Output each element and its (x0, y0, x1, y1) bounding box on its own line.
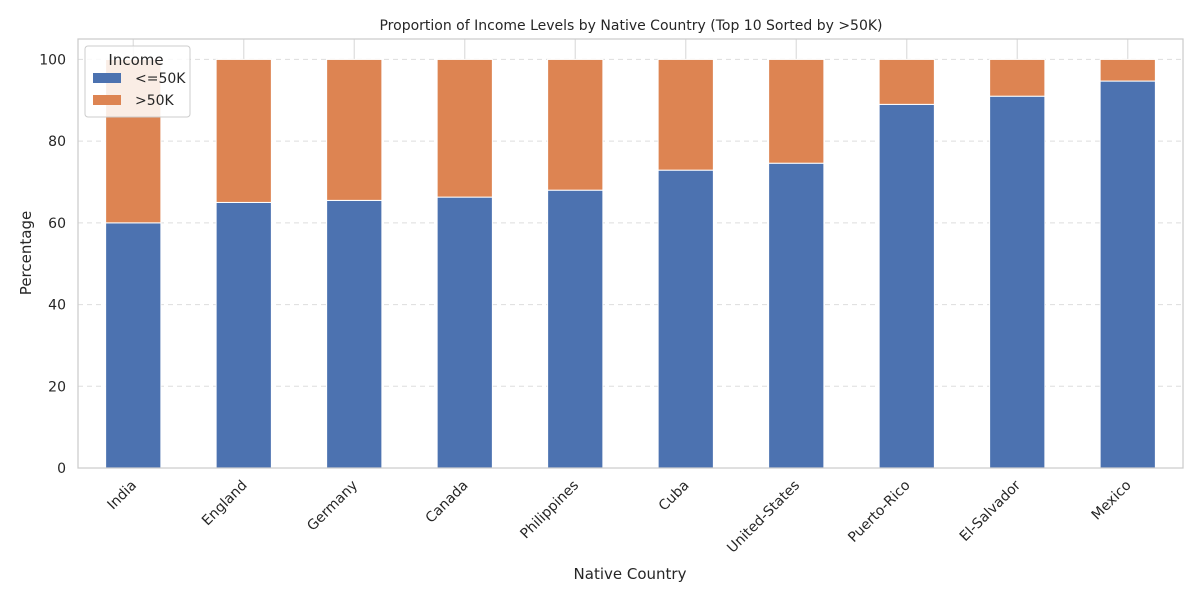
y-tick-label: 60 (48, 216, 66, 232)
bar-segment-le50k (547, 189, 604, 469)
legend-label: <=50K (135, 71, 186, 87)
bar-segment-gt50k (878, 58, 935, 105)
bar-segment-le50k (657, 169, 714, 469)
bar-segment-gt50k (547, 58, 604, 191)
bar-segment-gt50k (768, 58, 825, 164)
y-tick-label: 20 (48, 379, 66, 395)
bar-segment-le50k (105, 222, 162, 469)
y-axis-label: Percentage (17, 211, 35, 295)
bar-segment-le50k (1099, 80, 1156, 469)
plot-frame (77, 38, 1184, 469)
legend: Income <=50K >50K (84, 45, 191, 118)
bar-segment-le50k (768, 162, 825, 469)
legend-label: >50K (135, 93, 175, 109)
y-tick-label: 100 (39, 52, 66, 68)
legend-title: Income (108, 51, 163, 69)
y-tick-label: 40 (48, 298, 66, 314)
bar-segment-gt50k (1099, 58, 1156, 82)
bar-segment-le50k (989, 95, 1046, 469)
bar-segment-le50k (326, 199, 383, 469)
bar-segment-gt50k (989, 58, 1046, 97)
bar-segment-gt50k (326, 58, 383, 201)
y-tick-label: 80 (48, 134, 66, 150)
bar-segment-le50k (436, 196, 493, 469)
bar-segment-gt50k (436, 58, 493, 198)
legend-swatch (93, 95, 121, 105)
bar-segment-gt50k (657, 58, 714, 171)
y-tick-label: 0 (57, 461, 66, 477)
bar-segment-le50k (215, 201, 272, 469)
x-axis-label: Native Country (574, 565, 687, 583)
legend-swatch (93, 73, 121, 83)
bar-segment-gt50k (215, 58, 272, 203)
bar-segment-le50k (878, 103, 935, 469)
chart-title: Proportion of Income Levels by Native Co… (379, 18, 882, 34)
